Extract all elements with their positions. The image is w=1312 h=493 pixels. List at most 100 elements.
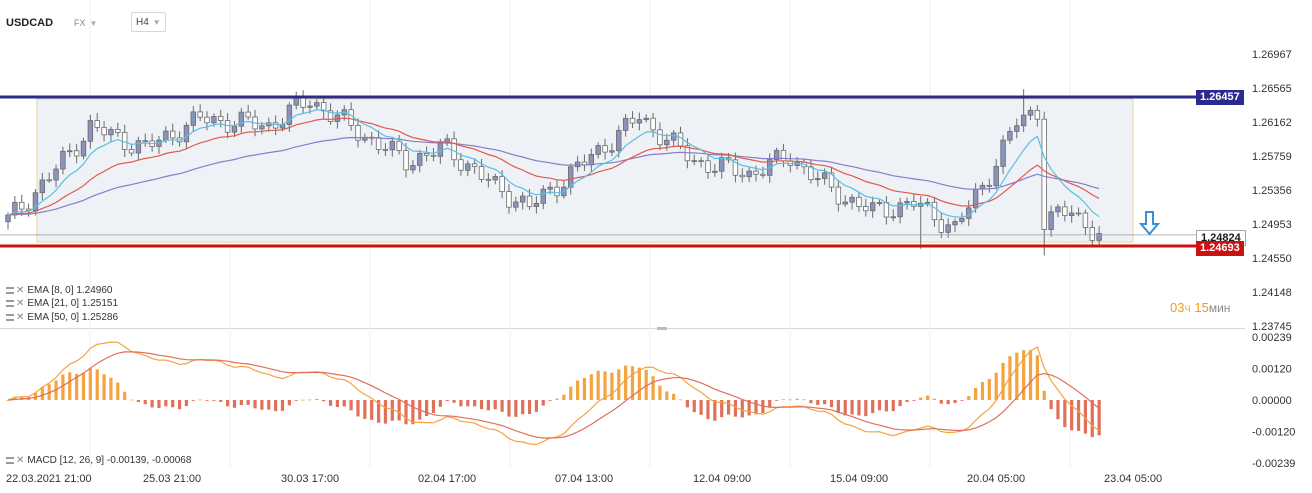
candle [931, 201, 938, 221]
ema21-line [7, 117, 1100, 216]
price-tick-label: 1.26565 [1252, 83, 1292, 95]
macd-histogram-bar [864, 400, 868, 417]
macd-histogram-bar [370, 400, 374, 420]
market-label[interactable]: FX ▼ [74, 14, 97, 32]
macd-histogram-bar [733, 400, 738, 417]
close-icon[interactable]: ✕ [16, 311, 25, 323]
candle [375, 137, 382, 150]
settings-icon[interactable] [6, 456, 14, 464]
settings-icon[interactable] [6, 286, 14, 294]
macd-histogram-bar [33, 392, 38, 400]
timer-minutes: 15 [1194, 300, 1209, 315]
candle [526, 195, 533, 207]
macd-histogram-bar [665, 391, 669, 400]
candle [382, 149, 389, 151]
macd-histogram-bar [47, 384, 51, 400]
timeframe-text: H4 [136, 16, 149, 28]
macd-histogram-bar [836, 400, 840, 414]
candle [924, 201, 931, 204]
macd-histogram-bar [967, 396, 971, 400]
macd-histogram-bar [1022, 350, 1026, 400]
candle [842, 201, 848, 205]
timeframe-selector[interactable]: H4 ▼ [131, 12, 166, 32]
macd-histogram-bar [212, 400, 216, 401]
legend-ema8[interactable]: ✕ EMA [8, 0] 1.24960 [6, 283, 112, 297]
candle [67, 150, 73, 153]
settings-icon[interactable] [6, 313, 14, 321]
candle [698, 160, 704, 162]
legend-ema21-label: EMA [21, 0] [27, 297, 80, 309]
candle [643, 117, 649, 121]
candle [101, 126, 107, 136]
macd-histogram-bar [726, 400, 731, 415]
ema50-line [7, 136, 1100, 216]
candle [245, 111, 251, 118]
candle [883, 202, 890, 218]
macd-histogram-bar [171, 400, 175, 408]
candle [712, 170, 718, 173]
macd-histogram-bar [754, 400, 758, 415]
candle [863, 206, 869, 212]
macd-histogram-bar [637, 367, 641, 400]
legend-ema50[interactable]: ✕ EMA [50, 0] 1.25286 [6, 310, 118, 324]
candle [80, 140, 87, 157]
candle [513, 201, 519, 208]
candle [657, 129, 663, 146]
macd-histogram-bar [123, 391, 127, 400]
time-tick-label: 02.04 17:00 [418, 473, 476, 485]
macd-histogram-bar [994, 372, 998, 400]
macd-histogram-bar [946, 400, 950, 405]
macd-signal-line [7, 351, 1100, 439]
legend-ema21[interactable]: ✕ EMA [21, 0] 1.25151 [6, 296, 118, 310]
timer-hours-unit: ч [1184, 301, 1191, 315]
close-icon[interactable]: ✕ [16, 284, 25, 296]
macd-histogram-bar [527, 400, 532, 415]
macd-histogram-bar [459, 400, 463, 407]
macd-histogram-bar [473, 400, 477, 407]
macd-histogram-bar [287, 400, 291, 406]
macd-histogram-bar [569, 386, 573, 400]
candle [204, 116, 210, 124]
macd-histogram-bar [699, 400, 703, 415]
macd-histogram-bar [562, 394, 566, 400]
macd-histogram-bar [775, 400, 779, 401]
candle [986, 184, 993, 187]
legend-ema50-value: 1.25286 [81, 311, 119, 323]
macd-histogram-bar [68, 372, 72, 400]
candle [87, 120, 94, 142]
candle [53, 168, 59, 181]
candle-countdown: 03ч 15мин [1170, 300, 1230, 315]
macd-histogram-bar [521, 400, 525, 415]
symbol-label[interactable]: USDCAD [6, 17, 54, 29]
macd-histogram-bar [596, 370, 600, 400]
candle [5, 214, 11, 223]
macd-histogram-bar [575, 380, 580, 400]
macd-histogram-bar [877, 400, 882, 411]
candle [1041, 118, 1047, 230]
candle [773, 149, 780, 160]
macd-histogram-bar [925, 395, 930, 400]
macd-histogram-bar [891, 400, 895, 412]
timeframe-chevron-down-icon: ▼ [152, 17, 161, 27]
close-icon[interactable]: ✕ [16, 297, 25, 309]
macd-histogram-bar [363, 400, 367, 419]
macd-histogram-bar [1083, 400, 1088, 434]
candle [458, 159, 464, 171]
candle [547, 186, 553, 190]
legend-macd[interactable]: ✕ MACD [12, 26, 9] -0.00139, -0.00068 [6, 453, 191, 467]
macd-histogram-bar [644, 369, 648, 400]
market-chevron-down-icon[interactable]: ▼ [89, 18, 98, 28]
macd-histogram-bar [871, 400, 875, 414]
candle [1048, 211, 1054, 230]
macd-histogram-bar [788, 399, 792, 401]
settings-icon[interactable] [6, 299, 14, 307]
macd-histogram-bar [548, 400, 552, 401]
macd-histogram-bar [486, 400, 490, 411]
candle [320, 102, 327, 112]
close-icon[interactable]: ✕ [16, 454, 25, 466]
timer-hours: 03 [1170, 300, 1185, 315]
macd-histogram-bar [425, 400, 429, 417]
candle [293, 97, 299, 106]
candle [1075, 212, 1082, 215]
